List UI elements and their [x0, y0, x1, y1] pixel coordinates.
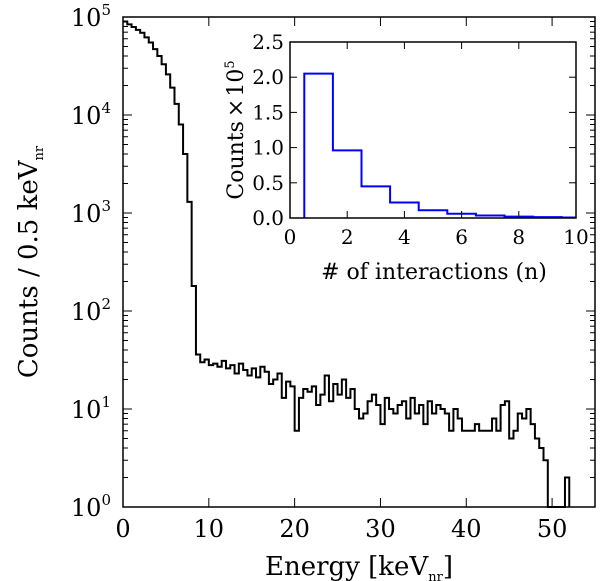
main-histogram-line: [123, 20, 571, 508]
main-y-tick-label: 105: [71, 1, 111, 32]
main-x-tick-label: 0: [115, 515, 130, 543]
main-y-tick-label: 100: [71, 491, 111, 522]
main-x-axis-label: Energy [keVnr]: [265, 552, 453, 581]
inset-histogram-line: [303, 72, 576, 219]
inset-y-tick-label: 1.0: [252, 136, 284, 160]
inset-x-tick-label: 2: [341, 225, 354, 249]
inset-plot-frame: [289, 41, 577, 219]
main-x-tick-label: 30: [365, 515, 396, 543]
main-y-tick-label: 102: [71, 295, 111, 326]
inset-x-axis-label: # of interactions (n): [321, 260, 547, 285]
inset-x-tick-label: 10: [563, 225, 588, 249]
inset-y-tick-label: 0.5: [252, 171, 284, 195]
main-y-tick-label: 101: [71, 393, 111, 424]
main-x-tick-label: 10: [194, 515, 225, 543]
main-x-tick-label: 40: [451, 515, 482, 543]
inset-x-axis: 0 2 4 6 8 10: [284, 42, 589, 249]
main-plot-frame: [122, 16, 596, 508]
inset-y-tick-label: 1.5: [252, 100, 284, 124]
inset-y-axis-label: Counts×105: [223, 60, 249, 199]
inset-plot-background: [290, 42, 576, 218]
main-y-tick-label: 103: [71, 197, 111, 228]
inset-x-tick-label: 4: [398, 225, 411, 249]
inset-x-tick-label: 8: [512, 225, 525, 249]
inset-x-tick-label: 0: [284, 225, 297, 249]
inset-y-tick-label: 0.0: [252, 206, 284, 230]
inset-y-tick-label: 2.5: [252, 30, 284, 54]
main-y-tick-label: 104: [71, 99, 111, 130]
main-x-tick-label: 50: [537, 515, 568, 543]
inset-y-tick-label: 2.0: [252, 65, 284, 89]
inset-y-axis: 0.0 0.5 1.0 1.5 2.0 2.5: [252, 30, 576, 230]
main-x-tick-label: 20: [279, 515, 310, 543]
inset-chart: 0 2 4 6 8 10 0.0 0.5 1.0 1.5 2.0 2.5 # of interact…: [223, 30, 589, 285]
main-y-axis-label: Counts / 0.5 keVnr: [14, 145, 47, 378]
inset-x-tick-label: 6: [455, 225, 468, 249]
main-x-axis: 0 10 20 30 40 50: [115, 17, 567, 543]
